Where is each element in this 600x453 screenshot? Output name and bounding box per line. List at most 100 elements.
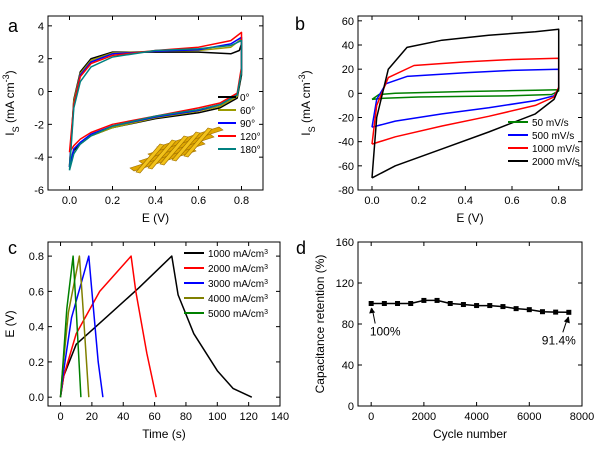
annotation-text: 91.4% [542,333,576,347]
lattice-inset-illustration [129,126,224,174]
x-tick-label: 0.0 [62,195,77,207]
x-tick-label: 6000 [517,411,541,423]
y-tick-label: 0.0 [29,392,44,404]
panel-label: d [296,238,306,258]
series-line-5000-ma-cm [59,255,82,398]
data-point [474,303,480,309]
data-point [487,303,493,309]
data-point [434,297,440,303]
series-line-50-mv-s [371,88,560,101]
legend-label: 50 mV/s [532,118,569,129]
data-point [447,301,453,306]
plot-frame [357,15,583,191]
y-tick-label: 0.2 [29,357,44,369]
x-tick-label: 0 [368,411,374,423]
x-tick-label: 0.6 [504,195,519,207]
y-tick-label: 160 [336,237,354,249]
x-tick-label: 0.4 [458,195,473,207]
annotation-arrowhead [369,307,376,314]
legend-label: 4000 mA/cm3 [208,294,268,306]
y-tick-label: -60 [338,161,354,173]
y-tick-label: 2 [38,54,44,66]
y-tick-label: 60 [342,16,354,28]
series-line-3000-ma-cm [59,255,104,398]
x-tick-label: 80 [180,411,192,423]
y-tick-label: 0 [348,88,354,100]
y-tick-label: -80 [338,185,354,197]
lattice-bar [135,143,165,174]
data-point [566,309,572,315]
legend-label: 2000 mV/s [532,157,580,168]
y-tick-label: 120 [336,278,354,290]
x-tick-label: 0.4 [148,195,163,207]
x-tick-label: 60 [148,411,160,423]
data-point [526,307,532,313]
series-line-0 [371,299,569,314]
legend-label: 60° [240,106,255,117]
legend-label: 90° [240,119,255,130]
x-tick-label: 0.2 [411,195,426,207]
x-axis-label: E (V) [142,211,169,225]
x-tick-label: 0 [57,411,63,423]
y-axis-label: Capacitance retention (%) [313,255,327,394]
x-tick-label: 2000 [412,411,436,423]
x-tick-label: 20 [86,411,98,423]
data-point [421,297,427,303]
y-tick-label: -2 [34,119,44,131]
panel-b: 0.0 0.2 0.4 0.6 0.8 -80 -60 -40 -20 0 20 40 60 E (V) I… [295,14,583,225]
panel-label: b [295,14,305,34]
x-tick-label: 0.8 [551,195,566,207]
y-tick-label: -6 [34,185,44,197]
x-tick-label: 140 [271,411,289,423]
legend-label: 180° [240,145,261,156]
annotation-arrowhead [563,316,570,324]
legend-label: 1000 mV/s [532,144,580,155]
y-tick-label: 0.8 [29,251,44,263]
x-tick-label: 0.6 [191,195,206,207]
y-axis-label: IS (mA cm-3) [1,70,21,135]
panel-label: c [8,238,17,258]
data-point [513,306,519,312]
annotation-text: 100% [370,325,401,339]
legend-label: 5000 mA/cm3 [208,309,268,321]
x-tick-label: 4000 [464,411,488,423]
y-tick-label: -4 [34,152,44,164]
data-point [500,304,506,310]
y-tick-label: 0.6 [29,286,44,298]
data-point [539,309,545,315]
legend-label: 500 mV/s [532,131,574,142]
x-tick-label: 0.8 [234,195,249,207]
panel-d: 0 2000 4000 6000 8000 0 40 80 120 160 Cycle number… [296,237,594,441]
y-tick-label: 0.4 [29,322,44,334]
series-line-2000-mv-s [371,28,560,179]
y-tick-label: 0 [348,401,354,413]
legend-label: 3000 mA/cm3 [208,279,268,291]
x-axis-label: Time (s) [142,427,186,441]
panel-a: 0.0 0.2 0.4 0.6 0.8 -6 -4 -2 0 2 4 E (V) IS (mA cm-3… [1,15,264,225]
y-tick-label: 80 [342,319,354,331]
lattice-bar [171,131,201,162]
y-tick-label: 40 [342,40,354,52]
y-tick-label: 20 [342,64,354,76]
panel-c: 0 20 40 60 80 100 120 140 0.0 0.2 0.4 0.6 0.8 Time (s… [3,238,289,441]
plot-frame [47,241,281,407]
series-line-2000-ma-cm [59,255,157,398]
y-tick-label: 40 [342,360,354,372]
panel-label: a [8,16,19,36]
x-axis-label: Cycle number [433,427,507,441]
data-point [368,301,374,306]
legend-label: 120° [240,132,261,143]
y-axis-label: IS (mA cm-3) [297,70,317,135]
series-line-1000-ma-cm [59,255,253,398]
data-point [395,301,401,306]
legend-label: 2000 mA/cm3 [208,264,268,276]
data-point [408,301,414,306]
series-line-180- [68,39,243,171]
y-axis-label: E (V) [3,310,17,337]
x-tick-label: 120 [239,411,257,423]
data-point [553,309,559,315]
y-tick-label: -20 [338,113,354,125]
x-tick-label: 8000 [570,411,594,423]
lattice-bar [159,135,189,166]
